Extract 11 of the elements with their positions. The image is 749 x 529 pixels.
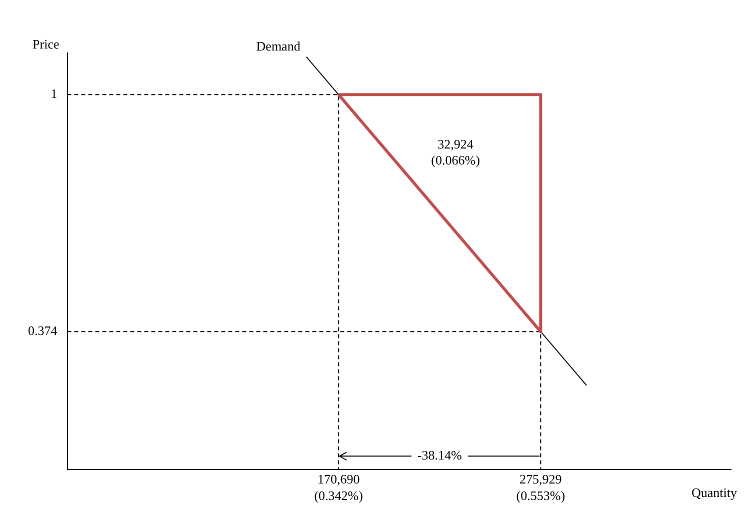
y-axis-title: Price [32, 36, 60, 52]
x-tick-label: 275,929 [520, 472, 562, 487]
series-label: Demand [256, 38, 301, 54]
text: (0.342%) [314, 488, 363, 503]
y-tick-label: 1 [50, 86, 58, 102]
x-axis-title: Quantity [692, 484, 738, 500]
text: (0.553%) [516, 488, 566, 503]
annotation: 32,924 (0.066%) [431, 136, 480, 168]
y-tick-label: 0.374 [28, 323, 58, 338]
x-tick-label: 170,690 [317, 472, 360, 487]
annotation: -38.14% [417, 448, 462, 463]
